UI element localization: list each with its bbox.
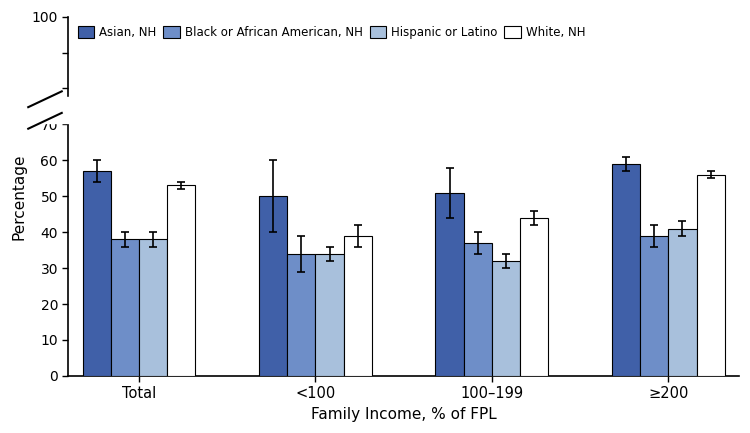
Bar — [344, 236, 372, 376]
Bar — [668, 229, 697, 376]
Bar — [25, 97, 72, 123]
Bar — [82, 171, 111, 376]
Bar — [316, 254, 344, 376]
Bar — [139, 239, 167, 376]
X-axis label: Family Income, % of FPL: Family Income, % of FPL — [310, 407, 496, 422]
Bar — [492, 261, 520, 376]
Bar — [436, 193, 463, 376]
Bar — [167, 185, 196, 376]
Bar — [520, 218, 548, 376]
Bar — [287, 254, 316, 376]
Bar — [259, 196, 287, 376]
Bar — [111, 239, 139, 376]
Bar — [640, 236, 668, 376]
Bar — [464, 243, 492, 376]
Y-axis label: Percentage: Percentage — [11, 153, 26, 239]
Bar — [697, 174, 724, 376]
Legend: Asian, NH, Black or African American, NH, Hispanic or Latino, White, NH: Asian, NH, Black or African American, NH… — [74, 23, 589, 42]
Bar — [612, 164, 640, 376]
